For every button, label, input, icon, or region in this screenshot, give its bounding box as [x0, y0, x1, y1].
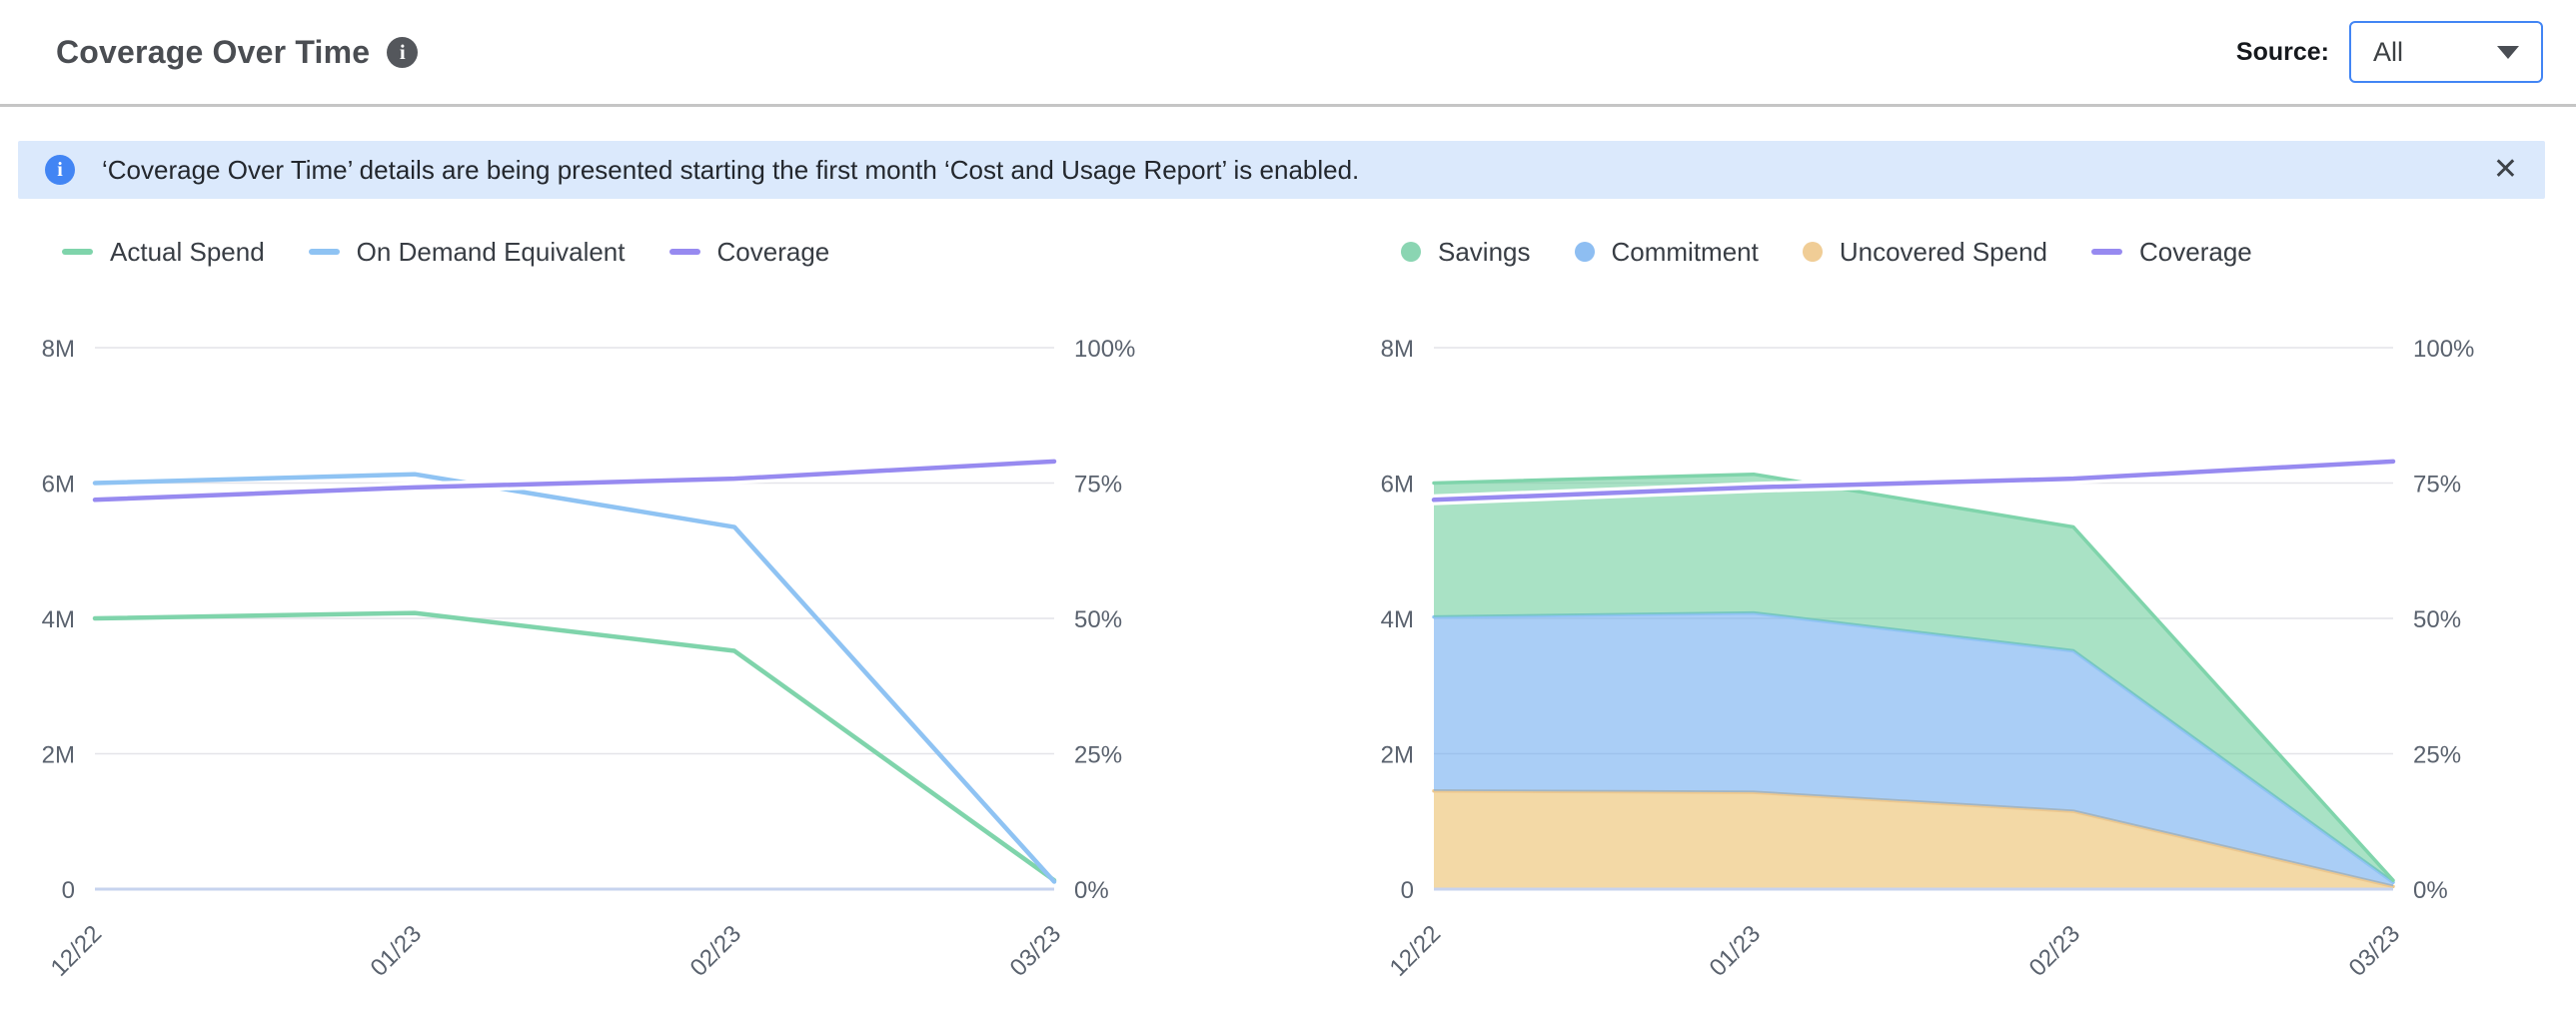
- legend-label: Savings: [1438, 236, 1531, 267]
- y-axis-left-tick: 4M: [1381, 606, 1414, 633]
- x-axis-tick: 01/23: [1705, 920, 1767, 982]
- x-axis-tick: 01/23: [366, 920, 428, 982]
- y-axis-left-tick: 2M: [42, 742, 75, 769]
- banner-info-icon: i: [45, 155, 75, 185]
- y-axis-right-tick: 25%: [2413, 742, 2461, 769]
- source-select[interactable]: All: [2349, 21, 2543, 83]
- y-axis-right-tick: 25%: [1074, 742, 1122, 769]
- coverage-area-chart-panel: Savings Commitment Uncovered Spend Coverage…: [1359, 228, 2576, 997]
- legend-line-icon: [2091, 249, 2122, 255]
- area-savings: [1434, 474, 2393, 883]
- coverage-stacked-area-chart[interactable]: 8M 6M 4M 2M 0 100% 75% 50% 25% 0% 12/22 01/23 02/23 0…: [1359, 282, 2576, 997]
- line-chart-legend: Actual Spend On Demand Equivalent Coverage: [20, 228, 1269, 276]
- y-axis-left-tick: 8M: [1381, 336, 1414, 363]
- legend-dot-icon: [1401, 242, 1421, 262]
- legend-label: On Demand Equivalent: [356, 236, 626, 267]
- info-icon[interactable]: i: [387, 36, 419, 68]
- legend-line-icon: [668, 249, 700, 255]
- area-chart-legend: Savings Commitment Uncovered Spend Coverage: [1359, 228, 2576, 276]
- legend-item-coverage[interactable]: Coverage: [2091, 237, 2252, 268]
- line-actual-spend: [92, 610, 1057, 883]
- y-axis-left-tick: 4M: [42, 606, 75, 633]
- line-coverage: [1431, 459, 2396, 503]
- y-axis-right-tick: 100%: [2413, 336, 2474, 363]
- legend-label: Coverage: [716, 236, 830, 267]
- legend-line-icon: [62, 249, 93, 255]
- x-axis-tick: 02/23: [2024, 920, 2086, 982]
- x-axis-tick: 12/22: [1385, 920, 1447, 982]
- legend-item-savings[interactable]: Savings: [1401, 237, 1531, 268]
- y-axis-left-tick: 6M: [1381, 472, 1414, 499]
- x-axis-tick: 12/22: [46, 920, 108, 982]
- legend-item-actual-spend[interactable]: Actual Spend: [62, 237, 265, 268]
- line-on-demand-equivalent: [92, 472, 1057, 884]
- legend-item-coverage[interactable]: Coverage: [668, 236, 830, 268]
- chevron-down-icon: [2497, 45, 2519, 59]
- source-label: Source:: [2235, 37, 2329, 66]
- panel-header: Coverage Over Time i Source: All: [0, 0, 2576, 104]
- legend-dot-icon: [1574, 242, 1595, 262]
- y-axis-right-tick: 50%: [1074, 606, 1122, 633]
- x-axis-tick: 02/23: [685, 920, 747, 982]
- legend-label: Commitment: [1611, 236, 1759, 267]
- page-title: Coverage Over Time: [56, 33, 371, 70]
- legend-item-uncovered-spend[interactable]: Uncovered Spend: [1802, 236, 2047, 268]
- area-uncovered-spend: [1434, 790, 2393, 889]
- legend-item-on-demand-equivalent[interactable]: On Demand Equivalent: [308, 236, 626, 268]
- y-axis-right-tick: 75%: [2413, 472, 2461, 499]
- y-axis-right-tick: 100%: [1074, 336, 1135, 363]
- source-select-value: All: [2373, 36, 2404, 67]
- legend-dot-icon: [1802, 242, 1823, 262]
- y-axis-right-tick: 0%: [1074, 877, 1109, 904]
- spend-line-chart[interactable]: 8M 6M 4M 2M 0 100% 75% 50% 25% 0% 12/22 01/23 02/23 0…: [20, 282, 1269, 997]
- y-axis-left-tick: 0: [62, 877, 75, 904]
- legend-label: Coverage: [2139, 236, 2252, 267]
- x-axis-tick: 03/23: [2344, 920, 2406, 982]
- line-coverage: [92, 459, 1057, 503]
- header-divider: [0, 104, 2576, 107]
- banner-message: ‘Coverage Over Time’ details are being p…: [102, 154, 1360, 185]
- y-axis-left-tick: 6M: [42, 472, 75, 499]
- y-axis-left-tick: 8M: [42, 336, 75, 363]
- y-axis-right-tick: 75%: [1074, 472, 1122, 499]
- legend-item-commitment[interactable]: Commitment: [1574, 236, 1759, 268]
- x-axis-tick: 03/23: [1005, 920, 1067, 982]
- legend-line-icon: [308, 249, 340, 255]
- legend-label: Uncovered Spend: [1839, 236, 2047, 267]
- y-axis-left-tick: 0: [1401, 877, 1414, 904]
- close-icon[interactable]: ✕: [2492, 153, 2518, 186]
- area-commitment: [1434, 612, 2393, 887]
- y-axis-right-tick: 0%: [2413, 877, 2448, 904]
- y-axis-left-tick: 2M: [1381, 742, 1414, 769]
- y-axis-right-tick: 50%: [2413, 606, 2461, 633]
- spend-line-chart-panel: Actual Spend On Demand Equivalent Coverage…: [20, 228, 1269, 997]
- info-banner: i ‘Coverage Over Time’ details are being…: [18, 141, 2545, 199]
- legend-label: Actual Spend: [110, 236, 265, 267]
- area-edge: [1432, 472, 2395, 882]
